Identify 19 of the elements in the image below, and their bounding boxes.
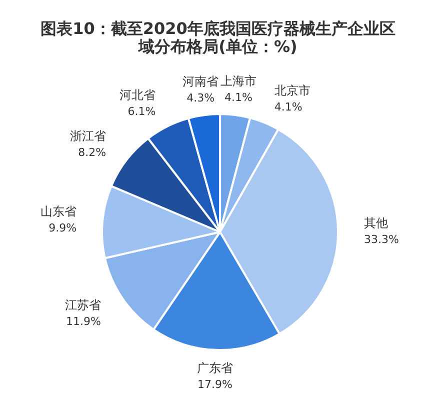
slice-label: 浙江省 bbox=[70, 128, 106, 143]
data-label: 9.9% bbox=[48, 221, 77, 234]
data-label: 4.3% bbox=[186, 91, 215, 104]
slice-label: 其他 bbox=[364, 216, 388, 230]
slice-label: 上海市 bbox=[220, 74, 257, 88]
data-label: 11.9% bbox=[66, 315, 101, 328]
slice-label: 广东省 bbox=[197, 360, 234, 375]
slice-label: 山东省 bbox=[40, 204, 77, 218]
data-label: 4.1% bbox=[274, 100, 302, 114]
data-label: 8.2% bbox=[78, 146, 106, 159]
data-label: 4.1% bbox=[224, 91, 253, 104]
chart-title: 图表10：截至2020年底我国医疗器械生产企业区域分布格局(单位：%) bbox=[40, 19, 396, 56]
slice-label: 北京市 bbox=[274, 84, 310, 98]
slice-label: 江苏省 bbox=[64, 298, 101, 312]
data-label: 6.1% bbox=[128, 105, 156, 118]
slice-label: 河南省 bbox=[182, 74, 219, 88]
data-label: 17.9% bbox=[198, 378, 232, 391]
slice-label: 河北省 bbox=[120, 88, 156, 102]
data-label: 33.3% bbox=[364, 233, 399, 246]
